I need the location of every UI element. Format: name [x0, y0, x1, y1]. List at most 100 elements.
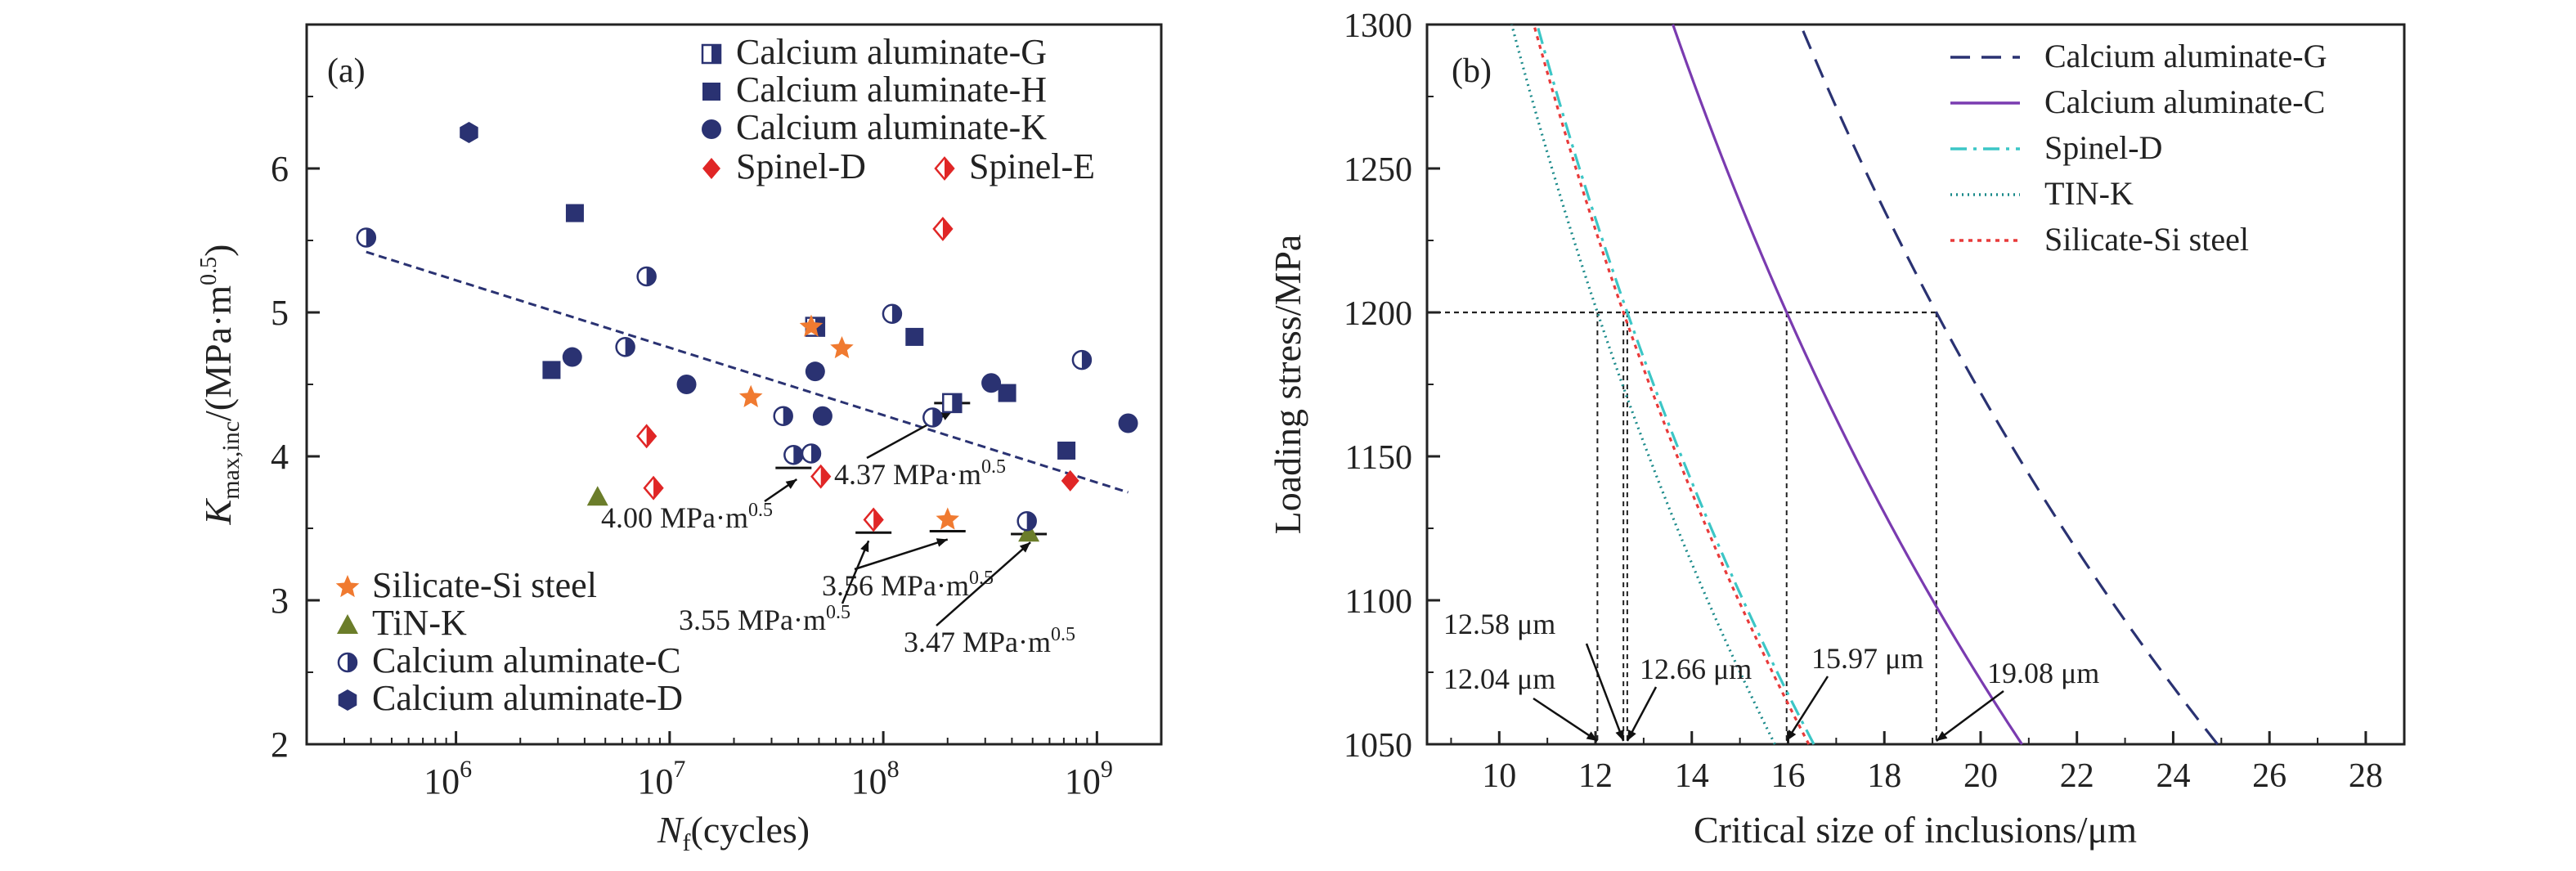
panel-a-data-point — [882, 303, 903, 325]
panel-a-data-point — [586, 486, 608, 506]
panel-a-data-point — [565, 204, 584, 222]
panel-a-y-axis-title: Kmax,inc/(MPa·m0.5) — [196, 245, 245, 526]
panel-a-annotation-arrowhead — [785, 479, 797, 489]
panel-a-data-point — [805, 361, 825, 382]
panel-b-plot-frame — [1425, 23, 2406, 746]
panel-b-y-tick-label: 1200 — [1344, 295, 1412, 333]
panel-b-label-arrow — [1785, 676, 1829, 742]
panel-b-line-chart: (b) 10 12 14 16 18 20 22 24 26 28 1050 1100 1150 1200… — [1267, 7, 2406, 851]
panel-b-label-arrow — [1585, 643, 1625, 742]
panel-a-data-point — [562, 347, 582, 367]
panel-a-data-point — [676, 375, 697, 394]
panel-a-legend-label: TiN-K — [372, 603, 467, 643]
panel-b-x-tick-label: 18 — [1867, 757, 1901, 795]
panel-b-critical-size-label: 12.66 μm — [1640, 653, 1752, 685]
panel-b-y-axis-title: Loading stress/MPa — [1267, 235, 1308, 535]
panel-b-legend: Calcium aluminate-G Calcium aluminate-C Sp… — [1950, 38, 2327, 258]
panel-b-x-tick-label: 16 — [1771, 757, 1806, 795]
panel-b-y-tick-label: 1100 — [1345, 583, 1412, 621]
panel-a-data-point — [981, 373, 1002, 393]
panel-a-legend-label: Calcium aluminate-D — [372, 678, 683, 718]
panel-a-legend-marker — [335, 575, 360, 598]
panel-a-legend-label: Calcium aluminate-H — [736, 70, 1047, 110]
panel-b-label-arrowhead — [1786, 730, 1797, 741]
panel-a-x-axis-title: Nf(cycles) — [657, 809, 810, 856]
panel-b-x-tick-label: 12 — [1578, 757, 1613, 795]
panel-b-x-tick-label: 14 — [1675, 757, 1709, 795]
panel-a-legend-label: Spinel-E — [969, 146, 1095, 186]
panel-b-x-tick-label: 28 — [2349, 757, 2383, 795]
panel-a-y-tick-label: 3 — [271, 581, 289, 621]
panel-b-legend-label: Calcium aluminate-C — [2044, 83, 2325, 120]
panel-b-legend-label: Silicate-Si steel — [2044, 221, 2249, 258]
panel-a-y-tick-label: 2 — [271, 725, 289, 765]
panel-b-y-tick-label: 1150 — [1345, 439, 1412, 477]
panel-b-label-arrowhead — [1627, 730, 1636, 741]
panel-b-legend-label: Calcium aluminate-G — [2044, 38, 2327, 74]
panel-b-series-curve — [1536, 24, 1815, 745]
panel-a-y-tick-label: 6 — [271, 149, 289, 189]
panel-a-data-point — [1057, 441, 1076, 460]
panel-a-annotation-arrow — [854, 538, 949, 571]
panel-a-x-tick-label: 108 — [851, 756, 900, 801]
panel-a-data-point — [1061, 469, 1079, 492]
panel-a-data-point — [942, 393, 963, 414]
panel-a-data-point — [830, 336, 854, 359]
panel-b-legend-label: Spinel-D — [2044, 129, 2162, 166]
panel-b-critical-size-label: 12.04 μm — [1443, 662, 1555, 695]
panel-a-data-point — [643, 475, 664, 501]
panel-b-label-arrow — [1936, 689, 2004, 743]
panel-a-data-point — [356, 227, 377, 248]
panel-a-data-point — [636, 424, 657, 449]
panel-a-data-point — [936, 507, 959, 530]
panel-a-legend-label: Calcium aluminate-G — [736, 32, 1047, 72]
panel-b-x-tick-label: 22 — [2060, 757, 2094, 795]
panel-a-legend-marker — [338, 689, 357, 711]
panel-a-legend-label: Calcium aluminate-C — [372, 640, 681, 680]
panel-b-series-curve — [1533, 24, 1811, 745]
panel-a-annotation-label: 4.00 MPa·m0.5 — [601, 500, 773, 534]
panel-a-data-point — [615, 336, 635, 357]
panel-a-trend-line — [366, 250, 1129, 494]
panel-b-series-curve — [1510, 24, 1776, 745]
panel-a-annotation-label: 3.55 MPa·m0.5 — [679, 602, 850, 636]
panel-b-x-tick-label: 26 — [2252, 757, 2287, 795]
panel-a-data-point — [801, 443, 822, 464]
panel-a-data-point — [922, 407, 943, 428]
panel-a-legend-label: Silicate-Si steel — [372, 565, 597, 605]
panel-a-annotation-arrowhead — [1019, 542, 1031, 553]
panel-b-x-axis-title: Critical size of inclusions/μm — [1694, 809, 2137, 851]
panel-a-annotation-arrow — [841, 540, 870, 604]
panel-a-annotation-arrowhead — [860, 541, 869, 553]
panel-b-x-tick-label: 20 — [1963, 757, 1998, 795]
panel-b-x-tick-label: 10 — [1482, 757, 1516, 795]
panel-a-legend-label: Calcium aluminate-K — [736, 107, 1047, 147]
panel-b-label-arrowhead — [1936, 730, 1948, 741]
panel-a-legend-marker — [702, 83, 720, 101]
panel-a-label: (a) — [327, 52, 366, 90]
panel-a-data-point — [932, 216, 954, 241]
panel-a-legend-marker — [337, 652, 358, 673]
panel-b-label: (b) — [1452, 52, 1492, 90]
panel-a-scatter-chart: (a) 106 107 108 109 2 3 4 5 6 4.37 MPa·m0.5 4.00 … — [196, 23, 1163, 856]
panel-a-data-point — [1071, 349, 1093, 370]
panel-b-x-tick-label: 24 — [2156, 757, 2190, 795]
panel-b-label-arrow — [1533, 697, 1599, 743]
panel-a-data-point — [738, 384, 763, 407]
panel-a-data-point — [1018, 522, 1040, 542]
panel-a-legend-label: Spinel-D — [736, 146, 866, 186]
panel-a-y-tick-label: 5 — [271, 293, 289, 333]
panel-a-data-point — [542, 361, 561, 379]
panel-b-series-curve — [1672, 24, 2023, 745]
panel-a-annotation-arrow — [936, 541, 1031, 626]
panel-a-data-point — [1118, 413, 1138, 433]
panel-a-data-point — [905, 327, 924, 346]
panel-b-y-tick-label: 1300 — [1344, 7, 1412, 45]
panel-a-legend-marker — [702, 158, 720, 179]
panel-b-y-tick-label: 1050 — [1344, 727, 1412, 765]
panel-a-data-point — [799, 314, 824, 337]
panel-a-data-point — [810, 464, 832, 489]
panel-a-y-tick-label: 4 — [271, 437, 289, 477]
